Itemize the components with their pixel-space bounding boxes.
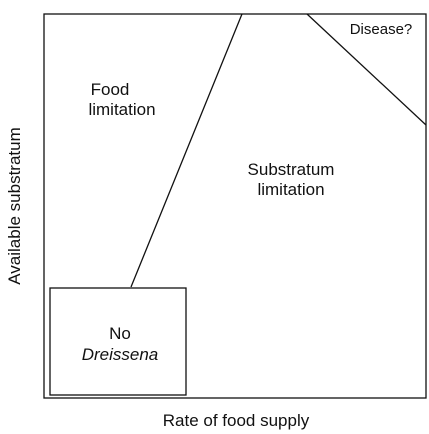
region-label: Dreissena (82, 345, 159, 364)
region-label: Substratum (248, 160, 335, 179)
no-dreissena-box (49, 287, 187, 396)
disease-boundary (306, 13, 427, 126)
region-label: Food (91, 80, 130, 99)
region-label: limitation (257, 180, 324, 199)
region-label: No (109, 324, 131, 343)
y-axis-label: Available substratum (5, 127, 24, 285)
food-boundary (130, 13, 243, 288)
region-label: limitation (88, 100, 155, 119)
x-axis-label: Rate of food supply (163, 411, 310, 430)
outer-frame (43, 13, 427, 399)
region-label: Disease? (350, 21, 413, 38)
